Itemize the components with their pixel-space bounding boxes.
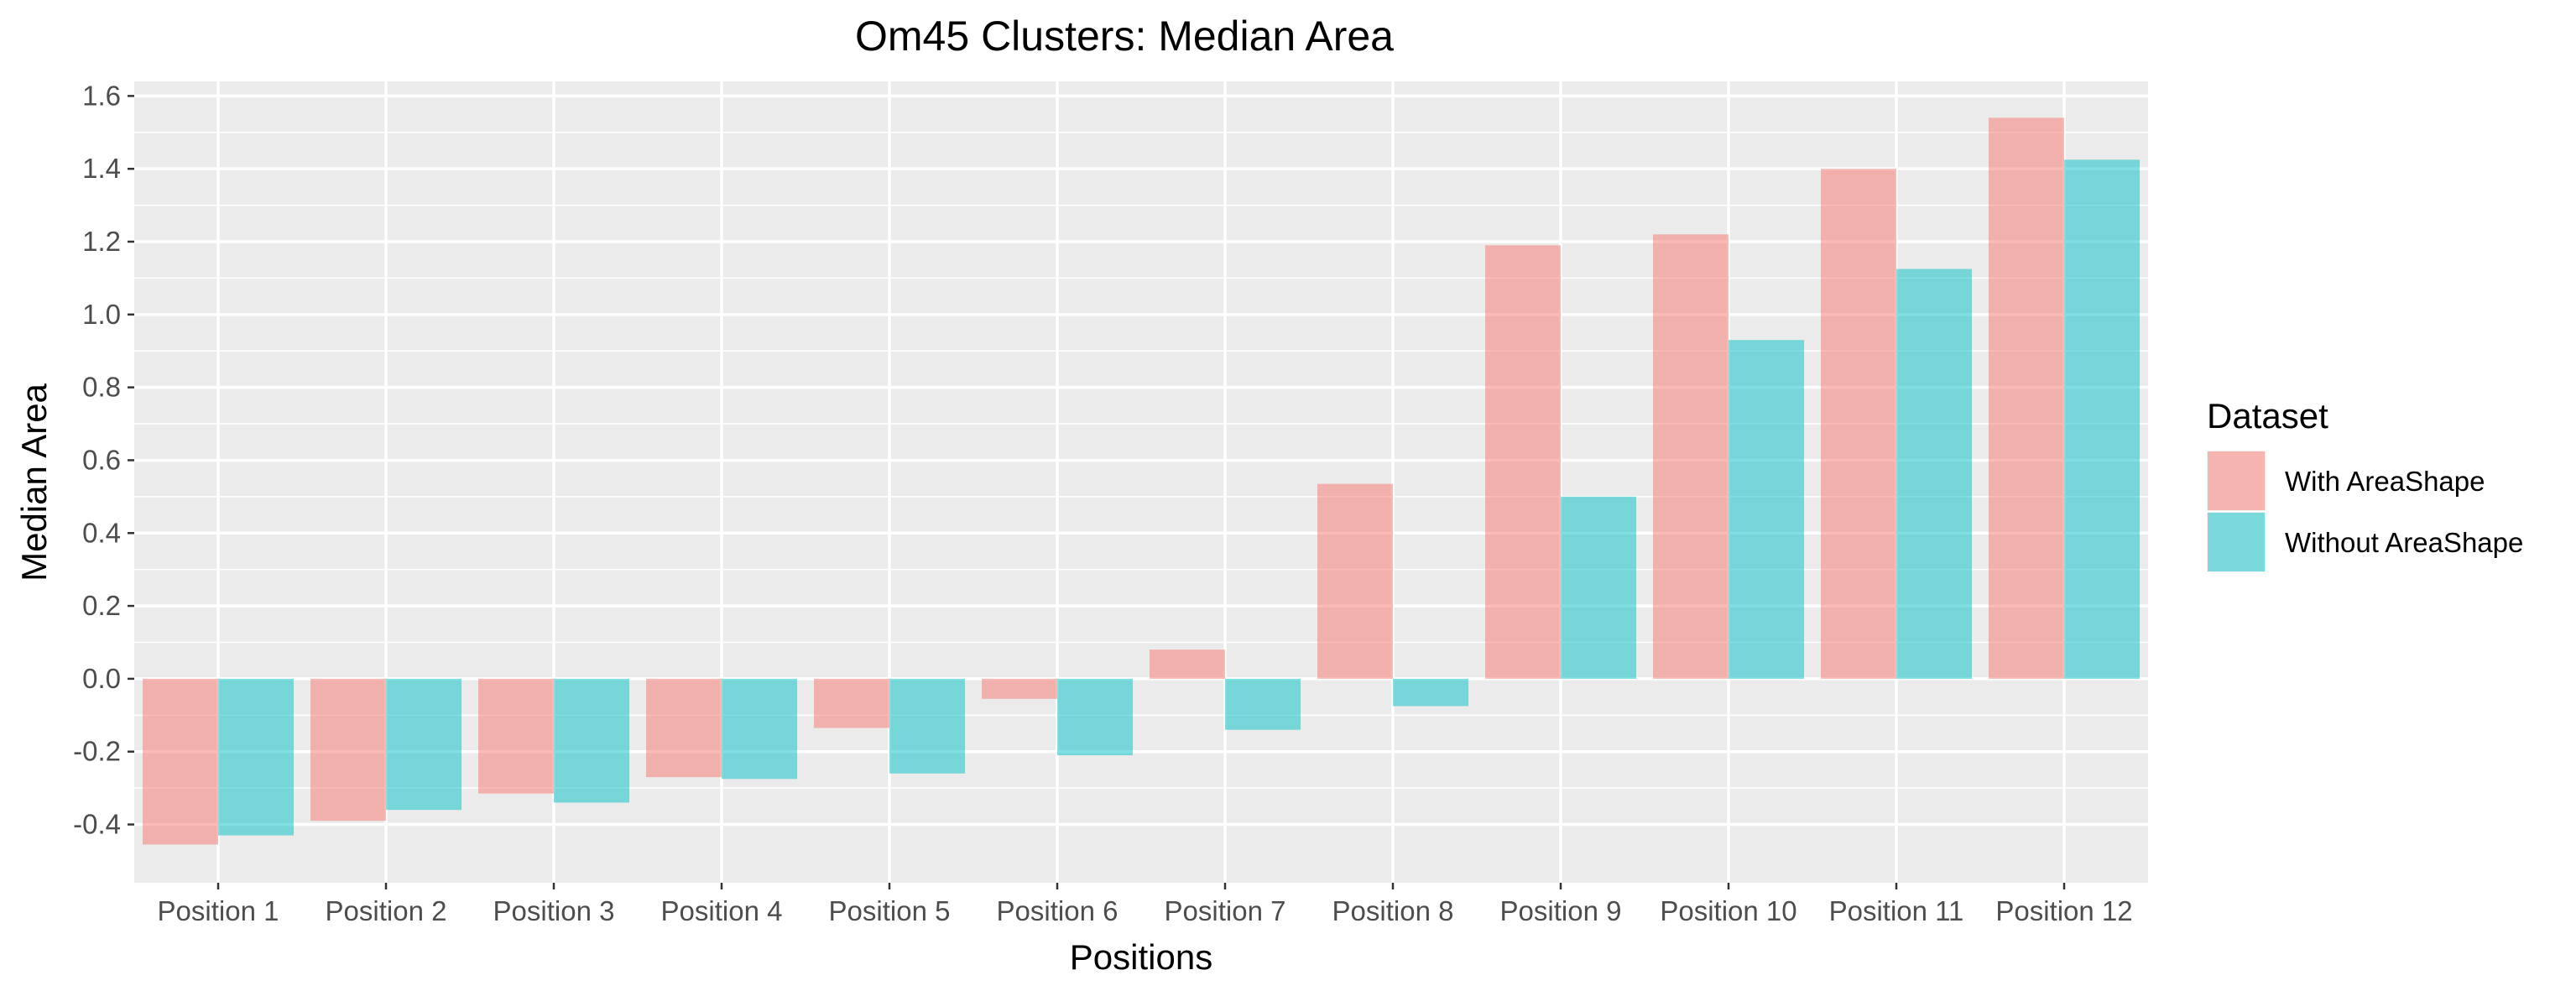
bar [1317, 483, 1393, 679]
y-tick-label: 0.6 [82, 444, 121, 475]
y-tick-label: 0.8 [82, 372, 121, 403]
legend: Dataset With AreaShape Without AreaShape [2207, 396, 2523, 572]
x-tick-label: Position 11 [1829, 895, 1964, 926]
legend-key [2208, 513, 2265, 571]
legend-title: Dataset [2207, 396, 2328, 436]
x-axis-title: Positions [1070, 937, 1212, 977]
bar [554, 678, 629, 803]
x-tick-label: Position 10 [1660, 895, 1796, 926]
y-tick-label: 0.0 [82, 663, 121, 694]
x-axis-ticks: Position 1 Position 2 Position 3 Position 4… [158, 883, 2133, 926]
bar [1561, 496, 1636, 679]
bar [386, 678, 461, 811]
x-tick-label: Position 2 [326, 895, 447, 926]
bar [814, 678, 889, 728]
legend-label: Without AreaShape [2285, 527, 2523, 558]
y-tick-label: -0.4 [73, 809, 121, 840]
bar [1225, 678, 1301, 730]
legend-label: With AreaShape [2285, 466, 2485, 497]
bar [1989, 117, 2064, 679]
x-tick-label: Position 1 [158, 895, 279, 926]
bar [1393, 678, 1468, 707]
legend-key [2208, 451, 2265, 510]
bar [1729, 340, 1804, 679]
y-axis-title: Median Area [14, 383, 54, 581]
x-tick-label: Position 8 [1332, 895, 1454, 926]
chart-title: Om45 Clusters: Median Area [855, 13, 1394, 60]
bar [722, 678, 797, 780]
bar [2064, 159, 2140, 679]
y-tick-label: 1.2 [82, 226, 121, 257]
y-tick-label: 0.2 [82, 590, 121, 621]
y-tick-label: -0.2 [73, 736, 121, 767]
y-tick-label: 0.4 [82, 517, 121, 548]
y-axis-ticks: -0.4 -0.2 0.0 0.2 0.4 0.6 0.8 1.0 1.2 1.4 1.6 [73, 80, 134, 840]
bar [889, 678, 965, 774]
bar [310, 678, 386, 821]
bar [218, 678, 294, 836]
x-tick-label: Position 6 [997, 895, 1119, 926]
y-tick-label: 1.4 [82, 153, 121, 184]
x-tick-label: Position 3 [493, 895, 615, 926]
bar [1150, 649, 1225, 679]
bar [1057, 678, 1133, 756]
x-tick-label: Position 9 [1500, 895, 1622, 926]
bar [1896, 269, 1972, 679]
bar [982, 678, 1057, 699]
x-tick-label: Position 12 [1995, 895, 2132, 926]
y-tick-label: 1.6 [82, 80, 121, 111]
bar [1485, 245, 1561, 679]
bar [478, 678, 554, 794]
x-tick-label: Position 5 [829, 895, 951, 926]
bar [143, 678, 218, 845]
bar [646, 678, 722, 778]
plot-panel [134, 81, 2148, 883]
bar [1821, 169, 1896, 679]
grid-lines [134, 81, 2148, 883]
bars [143, 117, 2140, 845]
y-tick-label: 1.0 [82, 299, 121, 330]
x-tick-label: Position 7 [1165, 895, 1286, 926]
bar [1653, 234, 1729, 679]
x-tick-label: Position 4 [661, 895, 783, 926]
